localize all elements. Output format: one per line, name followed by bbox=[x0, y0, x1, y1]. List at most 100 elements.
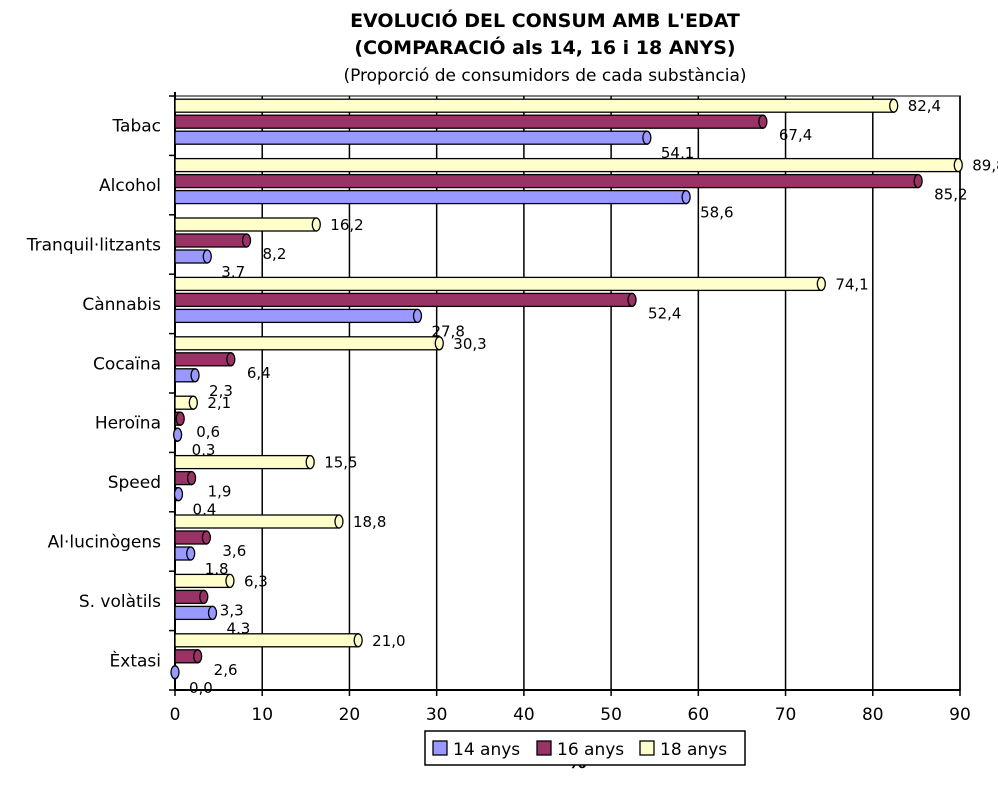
bar-14-anys bbox=[174, 130, 648, 145]
category-label: S. volàtils bbox=[79, 592, 161, 612]
data-label: 2,6 bbox=[214, 661, 238, 679]
legend-swatch-14-anys bbox=[432, 740, 448, 756]
bar-cap bbox=[188, 395, 198, 410]
bar-cap bbox=[175, 411, 185, 426]
bar-14-anys bbox=[174, 249, 208, 264]
data-label: 89,8 bbox=[972, 157, 998, 175]
data-label: 6,3 bbox=[244, 572, 268, 590]
x-tick-label-60: 60 bbox=[688, 705, 710, 725]
bar-16-anys bbox=[174, 530, 208, 545]
bar-cap bbox=[434, 336, 444, 351]
data-label: 74,1 bbox=[835, 275, 868, 293]
legend-label-14-anys: 14 anys bbox=[453, 740, 520, 760]
bar-cap bbox=[913, 173, 923, 189]
category-label: Tranquil·litzants bbox=[26, 236, 161, 256]
data-label: 2,1 bbox=[207, 394, 231, 412]
bar-cap bbox=[889, 98, 899, 113]
legend-label-18-anys: 18 anys bbox=[660, 740, 727, 760]
bar-16-anys bbox=[174, 114, 764, 129]
bar-16-anys bbox=[174, 352, 232, 367]
data-label: 82,4 bbox=[908, 97, 941, 115]
category-label: Cocaïna bbox=[93, 354, 161, 374]
bar-cap bbox=[353, 633, 363, 648]
chart-title-line2: (COMPARACIÓ als 14, 16 i 18 ANYS) bbox=[354, 35, 735, 59]
bar-cap bbox=[170, 665, 180, 680]
data-label: 67,4 bbox=[779, 126, 812, 144]
bar-14-anys bbox=[174, 189, 687, 205]
bar-14-anys bbox=[174, 308, 419, 324]
legend: 14 anys 16 anys 18 anys bbox=[424, 730, 746, 766]
data-label: 4,3 bbox=[227, 619, 251, 637]
data-label: 85,2 bbox=[934, 186, 967, 204]
bar-18-anys bbox=[174, 217, 317, 232]
legend-label-16-anys: 16 anys bbox=[557, 740, 624, 760]
data-label: 3,6 bbox=[222, 542, 246, 560]
bar-cap bbox=[758, 114, 768, 129]
x-tick-label-20: 20 bbox=[339, 705, 361, 725]
bar-cap bbox=[226, 352, 236, 367]
x-tick-label-30: 30 bbox=[426, 705, 448, 725]
data-label: 16,2 bbox=[330, 216, 363, 234]
category-label: Heroïna bbox=[95, 414, 161, 434]
x-tick-label-0: 0 bbox=[170, 705, 181, 725]
bar-cap bbox=[334, 514, 344, 529]
data-label: 27,8 bbox=[431, 322, 464, 340]
bar-cap bbox=[953, 157, 963, 173]
data-label: 1,9 bbox=[208, 483, 232, 501]
bar-16-anys bbox=[174, 292, 633, 308]
bar-18-anys bbox=[174, 454, 311, 470]
x-tick-label-70: 70 bbox=[775, 705, 797, 725]
data-label: 21,0 bbox=[372, 632, 405, 650]
data-label: 1,8 bbox=[205, 560, 229, 578]
category-label: Cànnabis bbox=[82, 295, 161, 315]
x-tick-label-90: 90 bbox=[949, 705, 971, 725]
x-tick-label-50: 50 bbox=[600, 705, 622, 725]
data-label: 8,2 bbox=[263, 245, 287, 263]
data-label: 58,6 bbox=[700, 204, 733, 222]
data-label: 18,8 bbox=[353, 513, 386, 531]
data-label: 3,7 bbox=[221, 263, 245, 281]
bar-18-anys bbox=[174, 276, 822, 292]
data-label: 2,3 bbox=[209, 382, 233, 400]
data-label: 54,1 bbox=[661, 144, 694, 162]
category-label: Alcohol bbox=[99, 176, 161, 196]
bar-14-anys bbox=[174, 605, 214, 621]
bar-cap bbox=[311, 217, 321, 232]
bar-18-anys bbox=[174, 633, 359, 648]
legend-swatch-18-anys bbox=[639, 740, 655, 756]
bar-cap bbox=[172, 427, 183, 442]
bar-cap bbox=[201, 530, 212, 545]
plot-area: 0 10 20 30 40 50 60 70 80 90 Tabac 82,4 67,4 54,1 Alco… bbox=[26, 92, 998, 725]
bar-cap bbox=[202, 249, 212, 264]
chart-subtitle: (Proporció de consumidors de cada substà… bbox=[343, 66, 746, 86]
bar-cap bbox=[173, 486, 184, 502]
category-label: Al·lucinògens bbox=[48, 533, 162, 553]
data-label: 15,5 bbox=[324, 454, 357, 472]
bar-cap bbox=[816, 276, 826, 292]
data-label: 3,3 bbox=[220, 601, 244, 619]
bar-cap bbox=[199, 589, 209, 605]
bar-16-anys bbox=[174, 233, 248, 248]
data-label: 0,3 bbox=[192, 441, 216, 459]
bar-cap bbox=[681, 189, 691, 205]
bar-cap bbox=[241, 233, 252, 248]
category-label: Speed bbox=[108, 473, 161, 493]
data-label: 0,4 bbox=[192, 501, 216, 519]
legend-box bbox=[424, 730, 746, 766]
x-tick-label-40: 40 bbox=[513, 705, 535, 725]
data-label: 0,0 bbox=[189, 679, 213, 697]
category-label: Èxtasi bbox=[110, 649, 161, 671]
bar-cap bbox=[186, 546, 196, 561]
bar-cap bbox=[190, 368, 200, 383]
data-label: 6,4 bbox=[247, 364, 271, 382]
bar-18-anys bbox=[174, 573, 231, 589]
bar-cap bbox=[642, 130, 652, 145]
bar-cap bbox=[412, 308, 423, 324]
data-label: 30,3 bbox=[453, 335, 486, 353]
x-tick-label-80: 80 bbox=[862, 705, 884, 725]
chart-title-line1: EVOLUCIÓ DEL CONSUM AMB L'EDAT bbox=[350, 8, 740, 32]
x-tick-label-10: 10 bbox=[251, 705, 273, 725]
data-label: 52,4 bbox=[648, 304, 681, 322]
bar-cap bbox=[627, 292, 637, 308]
legend-swatch-16-anys bbox=[536, 740, 552, 756]
